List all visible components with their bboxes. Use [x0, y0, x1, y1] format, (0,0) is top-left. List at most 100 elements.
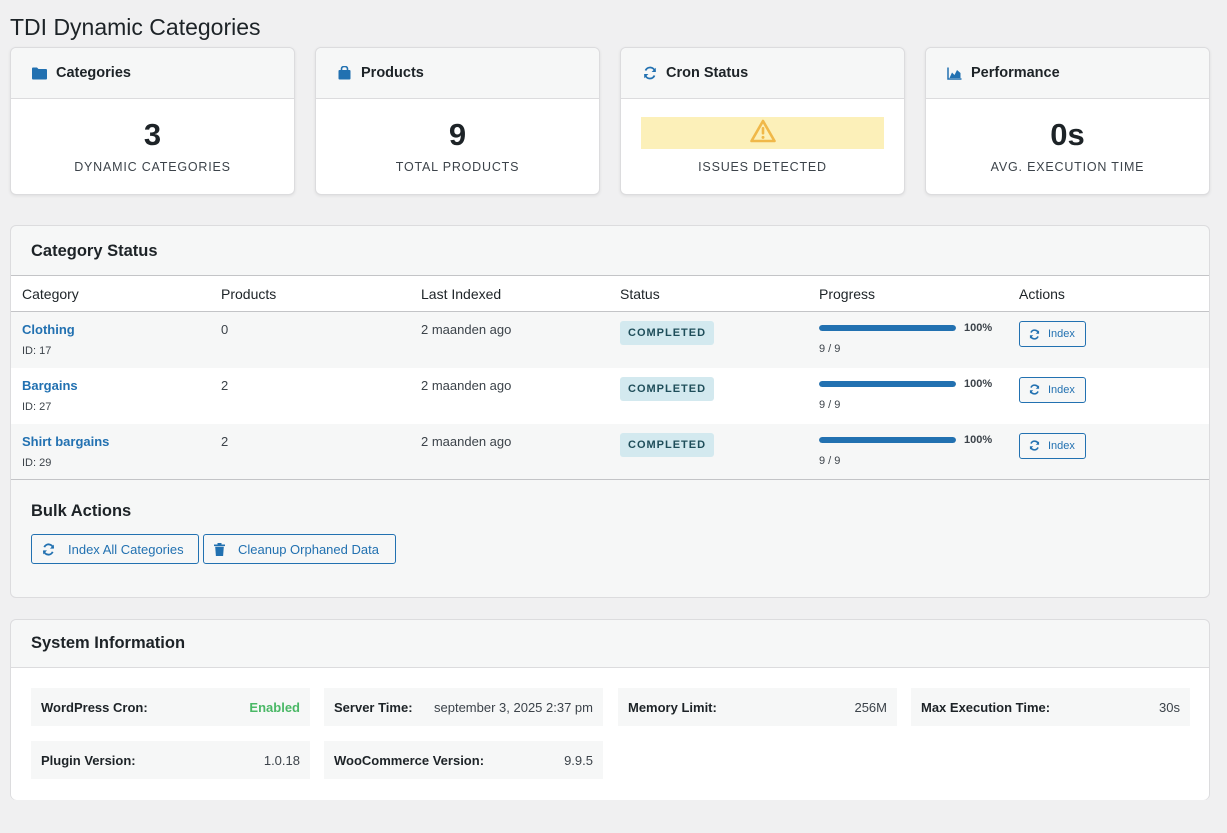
- info-value: 9.9.5: [564, 752, 593, 768]
- chart-area-icon: [947, 66, 962, 81]
- progress-count: 9 / 9: [819, 343, 841, 355]
- status-badge: COMPLETED: [620, 376, 715, 401]
- card-label: ISSUES DETECTED: [698, 160, 827, 174]
- stat-cards: Categories 3 DYNAMIC CATEGORIES Products…: [10, 47, 1210, 195]
- table-row: Shirt bargains ID: 29 2 2 maanden ago CO…: [11, 423, 1209, 480]
- products-count: 2: [210, 367, 410, 424]
- progress-count: 9 / 9: [819, 398, 841, 411]
- index-button-label: Index: [1048, 328, 1075, 340]
- card-categories: Categories 3 DYNAMIC CATEGORIES: [10, 47, 295, 195]
- status-badge: COMPLETED: [620, 321, 715, 345]
- card-value: 9: [448, 117, 467, 152]
- info-server-time: Server Time: september 3, 2025 2:37 pm: [324, 688, 603, 726]
- card-cron-status: Cron Status ISSUES DETECTED: [620, 47, 905, 195]
- category-link[interactable]: Clothing: [22, 322, 75, 337]
- info-woocommerce-version: WooCommerce Version: 9.9.5: [324, 741, 603, 779]
- card-title: Cron Status: [666, 65, 749, 81]
- card-label: TOTAL PRODUCTS: [395, 160, 520, 174]
- category-link[interactable]: Bargains: [22, 377, 78, 393]
- category-status-panel: Category Status Category Products Last I…: [10, 225, 1210, 598]
- progress-percent: 100%: [964, 322, 993, 334]
- info-value: Enabled: [249, 699, 300, 715]
- info-value: 1.0.18: [263, 752, 300, 768]
- progress-bar: [819, 436, 956, 443]
- progress-percent: 100%: [964, 433, 993, 446]
- table-header-row: Category Products Last Indexed Status Pr…: [11, 275, 1209, 312]
- last-indexed: 2 maanden ago: [410, 367, 609, 424]
- card-label: DYNAMIC CATEGORIES: [74, 160, 231, 174]
- card-title: Products: [361, 65, 424, 81]
- info-key: Memory Limit:: [628, 699, 717, 715]
- column-header: Progress: [808, 275, 1008, 312]
- progress-bar: [819, 325, 956, 331]
- category-link[interactable]: Shirt bargains: [22, 433, 110, 449]
- refresh-icon: [1029, 328, 1040, 340]
- info-key: Plugin Version:: [41, 752, 136, 768]
- info-key: Server Time:: [334, 699, 413, 715]
- progress-percent: 100%: [964, 377, 993, 390]
- card-value: 3: [143, 117, 162, 152]
- card-value: 0s: [1050, 117, 1085, 152]
- shopping-bag-icon: [337, 66, 352, 81]
- last-indexed: 2 maanden ago: [410, 423, 609, 480]
- info-wordpress-cron: WordPress Cron: Enabled: [31, 688, 310, 726]
- category-status-title: Category Status: [31, 242, 158, 260]
- category-id: ID: 29: [22, 456, 52, 469]
- refresh-icon: [42, 542, 55, 556]
- column-header: Category: [11, 275, 210, 312]
- card-title: Categories: [56, 65, 131, 81]
- info-key: WooCommerce Version:: [334, 752, 485, 768]
- warning-banner: [641, 117, 884, 149]
- column-header: Actions: [1008, 275, 1209, 312]
- refresh-icon: [1029, 440, 1040, 451]
- category-table: Category Products Last Indexed Status Pr…: [11, 275, 1209, 480]
- system-info-panel: System Information WordPress Cron: Enabl…: [10, 619, 1210, 800]
- index-all-label: Index All Categories: [68, 541, 184, 557]
- info-max-execution-time: Max Execution Time: 30s: [911, 688, 1190, 726]
- column-header: Products: [210, 275, 410, 312]
- system-info-title: System Information: [31, 634, 186, 652]
- bulk-actions: Index All Categories Cleanup Orphaned Da…: [31, 534, 431, 564]
- progress-bar: [819, 380, 956, 387]
- index-button-label: Index: [1048, 383, 1075, 396]
- page-title: TDI Dynamic Categories: [10, 14, 261, 40]
- products-count: 2: [210, 423, 410, 480]
- warning-icon: [749, 119, 776, 148]
- card-performance: Performance 0s AVG. EXECUTION TIME: [925, 47, 1210, 195]
- trash-icon: [214, 542, 225, 556]
- card-label: AVG. EXECUTION TIME: [990, 160, 1145, 174]
- last-indexed: 2 maanden ago: [410, 311, 609, 368]
- category-id: ID: 17: [22, 345, 52, 357]
- folder-icon: [32, 66, 47, 81]
- info-plugin-version: Plugin Version: 1.0.18: [31, 741, 310, 779]
- progress-count: 9 / 9: [819, 454, 841, 467]
- table-row: Clothing ID: 17 0 2 maanden ago COMPLETE…: [11, 311, 1209, 368]
- cleanup-label: Cleanup Orphaned Data: [238, 541, 379, 557]
- table-row: Bargains ID: 27 2 2 maanden ago COMPLETE…: [11, 367, 1209, 424]
- products-count: 0: [210, 311, 410, 368]
- info-value: september 3, 2025 2:37 pm: [434, 699, 593, 715]
- column-header: Status: [609, 275, 808, 312]
- progress-fill: [819, 325, 956, 331]
- status-badge: COMPLETED: [620, 432, 715, 457]
- category-id: ID: 27: [22, 400, 52, 413]
- index-button-label: Index: [1048, 439, 1075, 452]
- refresh-icon: [642, 66, 657, 81]
- refresh-icon: [1029, 384, 1040, 395]
- card-title: Performance: [971, 65, 1060, 81]
- bulk-actions-title: Bulk Actions: [31, 502, 132, 520]
- info-key: WordPress Cron:: [41, 699, 148, 715]
- index-button[interactable]: Index: [1019, 376, 1086, 403]
- index-all-button[interactable]: Index All Categories: [31, 534, 199, 564]
- cleanup-button[interactable]: Cleanup Orphaned Data: [203, 534, 396, 564]
- column-header: Last Indexed: [410, 275, 609, 312]
- info-value: 30s: [1159, 699, 1180, 715]
- index-button[interactable]: Index: [1019, 321, 1086, 347]
- index-button[interactable]: Index: [1019, 432, 1086, 459]
- info-key: Max Execution Time:: [921, 699, 1051, 715]
- progress-fill: [819, 380, 956, 387]
- info-value: 256M: [854, 699, 887, 715]
- card-products: Products 9 TOTAL PRODUCTS: [315, 47, 600, 195]
- progress-fill: [819, 436, 956, 443]
- info-memory-limit: Memory Limit: 256M: [618, 688, 897, 726]
